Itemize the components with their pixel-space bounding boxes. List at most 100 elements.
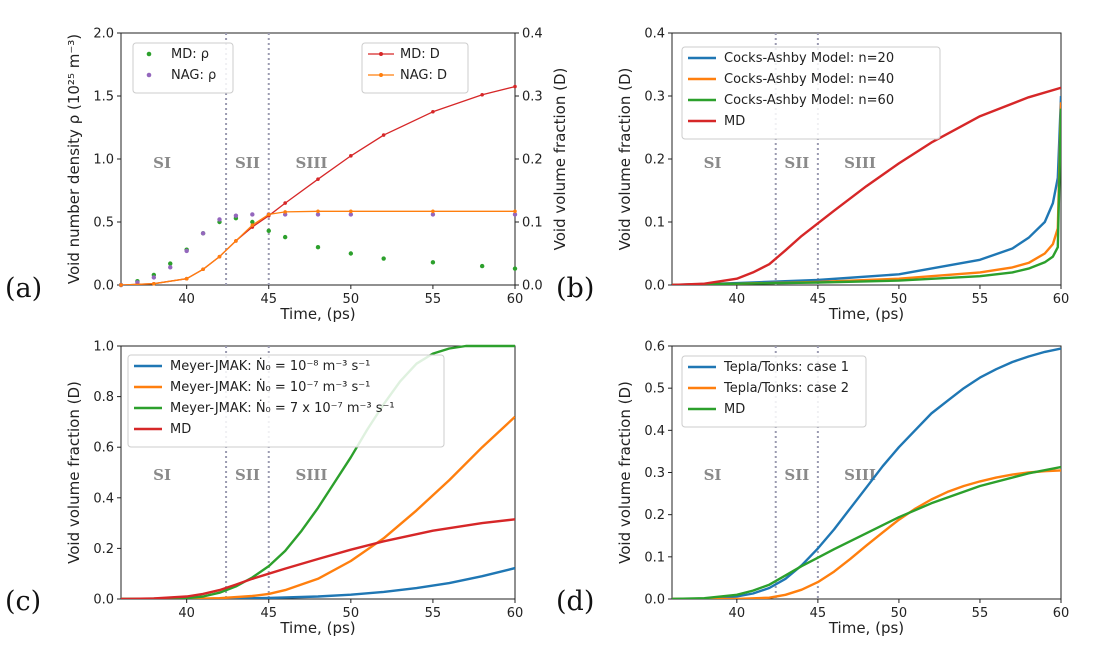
y2-tick-label: 0.4 [522, 27, 543, 42]
x-tick-label: 45 [260, 606, 277, 621]
legend-label: Meyer-JMAK: Ṅ₀ = 10⁻⁸ m⁻³ s⁻¹ [170, 358, 370, 374]
legend-label: Tepla/Tonks: case 1 [723, 360, 849, 375]
stage-label-si: SI [153, 154, 171, 172]
x-tick-label: 40 [178, 606, 195, 621]
legend-label: Cocks-Ashby Model: n=60 [724, 93, 894, 108]
data-point [349, 154, 353, 158]
data-point [381, 256, 386, 261]
legend-label: Cocks-Ashby Model: n=20 [724, 51, 894, 66]
x-axis-label: Time, (ps) [828, 619, 904, 637]
data-point [217, 217, 222, 222]
x-axis-label: Time, (ps) [279, 305, 355, 323]
data-point [201, 267, 205, 272]
x-tick-label: 60 [507, 292, 524, 307]
panel-label: (c) [5, 586, 41, 617]
x-tick-label: 40 [729, 606, 746, 621]
data-point [480, 92, 484, 97]
stage-label-si: SI [153, 466, 171, 484]
data-point [381, 133, 386, 137]
y-tick-label: 0.5 [644, 382, 665, 397]
y-tick-label: 0.0 [644, 279, 665, 294]
data-point [184, 276, 189, 281]
y-tick-label: 1.5 [93, 90, 114, 105]
series-line [672, 347, 1061, 599]
legend-box [127, 354, 445, 448]
x-tick-label: 55 [972, 606, 989, 621]
y2-axis-label: Void volume fraction (D) [551, 68, 569, 251]
data-point [430, 212, 436, 217]
x-tick-label: 40 [178, 292, 195, 307]
y-tick-label: 0.0 [93, 593, 114, 608]
stage-label-siii: SIII [295, 154, 327, 172]
data-point [512, 266, 518, 271]
panel-label: (a) [5, 273, 42, 304]
panel-c: 40 45 50 55 60 0.0 0.2 0.4 0.6 0.8 1.0 Time, (ps) Vo… [5, 340, 523, 638]
x-tick-label: 60 [1053, 292, 1070, 307]
series-line [672, 108, 1061, 285]
data-point [152, 281, 156, 286]
x-tick-label: 45 [810, 292, 827, 307]
y-tick-label: 0.3 [644, 466, 665, 481]
data-point [283, 210, 287, 214]
legend-label: NAG: ρ [171, 68, 216, 83]
x-tick-label: 55 [972, 292, 989, 307]
y-tick-label: 0.0 [93, 279, 114, 294]
x-tick-label: 40 [729, 292, 746, 307]
legend-label: Cocks-Ashby Model: n=40 [724, 72, 894, 87]
stage-label-sii: SII [784, 466, 809, 484]
data-point [168, 265, 173, 270]
stage-label-siii: SIII [295, 466, 327, 484]
data-point [250, 219, 255, 225]
stage-label-si: SI [704, 154, 722, 172]
legend-marker [146, 51, 152, 57]
y-axis-label: Void volume fraction (D) [65, 381, 83, 564]
panel-b: 40 45 50 55 60 0.0 0.1 0.2 0.3 0.4 Time, (ps) Void … [556, 27, 1069, 324]
y-tick-label: 0.4 [93, 491, 114, 506]
data-point [234, 239, 238, 243]
data-point [430, 260, 436, 265]
data-point [266, 212, 271, 217]
legend-box [361, 42, 469, 94]
legend-label: MD [724, 402, 745, 417]
y-tick-label: 0.8 [93, 390, 114, 405]
data-point [283, 201, 287, 205]
y-tick-label: 2.0 [93, 27, 114, 42]
series-line [672, 86, 1061, 285]
data-point [431, 209, 435, 214]
series-line [672, 465, 1061, 599]
legend-label: Tepla/Tonks: case 2 [723, 381, 849, 396]
y-tick-label: 1.0 [93, 153, 114, 168]
legend-label: MD: ρ [171, 47, 209, 62]
y-tick-label: 0.2 [644, 508, 665, 523]
data-point [119, 283, 123, 287]
series-line [121, 566, 515, 599]
legend-label: MD: D [400, 47, 440, 62]
y-tick-label: 0.1 [644, 216, 665, 231]
data-point [168, 261, 173, 266]
x-axis-label: Time, (ps) [828, 305, 904, 323]
legend-label: MD [170, 422, 191, 437]
data-point [513, 209, 517, 214]
series-line [121, 415, 515, 599]
data-point [315, 245, 321, 250]
panel-d: 40 45 50 55 60 0.0 0.1 0.2 0.3 0.4 0.5 0.6 Time, (ps… [556, 340, 1069, 638]
data-point [250, 212, 255, 217]
panel-label: (d) [556, 586, 594, 617]
data-point [184, 248, 189, 254]
legend-marker [379, 52, 383, 56]
y2-tick-label: 0.3 [522, 90, 543, 105]
data-point [348, 251, 354, 256]
data-point [282, 234, 288, 240]
y-tick-label: 0.4 [644, 424, 665, 439]
panel-a: 40 45 50 55 600.00.51.01.52.00.00.10.20.30.4… [5, 27, 569, 324]
x-tick-label: 60 [1053, 606, 1070, 621]
x-tick-label: 50 [891, 292, 908, 307]
legend-label: MD [724, 114, 745, 129]
series-line [121, 518, 515, 599]
stage-label-sii: SII [235, 466, 260, 484]
data-point [315, 212, 321, 217]
data-point [431, 109, 435, 114]
y-tick-label: 0.2 [644, 153, 665, 168]
data-point [316, 209, 320, 214]
x-tick-label: 50 [343, 292, 360, 307]
